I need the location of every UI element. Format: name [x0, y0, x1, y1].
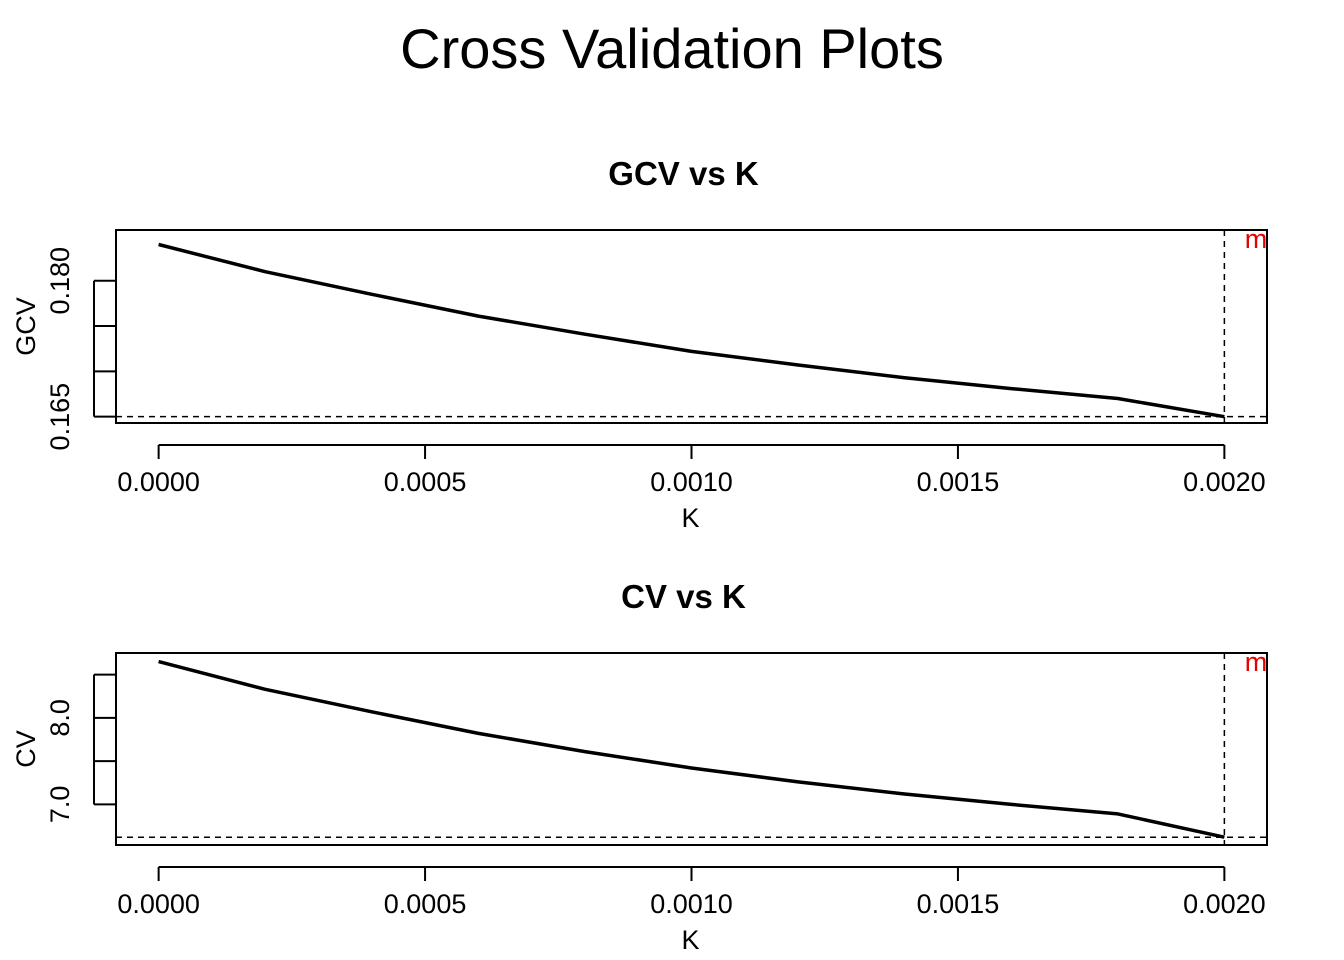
x-axis: 0.0000 0.0005 0.0010 0.0015 0.0020 K — [117, 866, 1266, 955]
min-marker-label: m — [1245, 647, 1268, 677]
panel-title: GCV vs K — [608, 155, 759, 192]
x-axis-label: K — [681, 925, 699, 955]
x-tick-label: 0.0005 — [384, 467, 467, 497]
y-axis: 7.0 8.0CV — [11, 673, 116, 824]
x-tick-label: 0.0015 — [917, 889, 1000, 919]
x-tick-label: 0.0010 — [650, 889, 733, 919]
min-marker-label: m — [1245, 224, 1268, 254]
y-axis-label: GCV — [11, 297, 41, 356]
y-tick-label: 0.180 — [45, 247, 75, 315]
x-tick-label: 0.0000 — [117, 467, 200, 497]
plot-frame — [115, 652, 1268, 846]
x-axis: 0.0000 0.0005 0.0010 0.0015 0.0020 K — [117, 444, 1266, 533]
y-tick-label: 8.0 — [45, 699, 75, 737]
y-tick-label: 0.165 — [45, 383, 75, 451]
series-line — [158, 242, 1225, 419]
x-tick-label: 0.0005 — [384, 889, 467, 919]
x-tick-label: 0.0020 — [1183, 467, 1266, 497]
x-axis-label: K — [681, 503, 699, 533]
panel-cv: CV vs K 0.0000 0.0005 0.0010 0.0015 0.0020 K 7.… — [11, 578, 1268, 955]
x-tick-label: 0.0020 — [1183, 889, 1266, 919]
x-tick-label: 0.0000 — [117, 889, 200, 919]
panel-title: CV vs K — [621, 578, 746, 615]
plot-frame — [115, 229, 1268, 424]
x-tick-label: 0.0010 — [650, 467, 733, 497]
panel-gcv: GCV vs K0.0000 0.0005 0.0010 0.0015 0.0020K0… — [11, 155, 1268, 533]
y-tick-label: 7.0 — [45, 786, 75, 824]
x-tick-label: 0.0015 — [917, 467, 1000, 497]
y-axis-label: CV — [11, 730, 41, 768]
figure-title: Cross Validation Plots — [400, 17, 944, 80]
series-line — [158, 659, 1225, 839]
